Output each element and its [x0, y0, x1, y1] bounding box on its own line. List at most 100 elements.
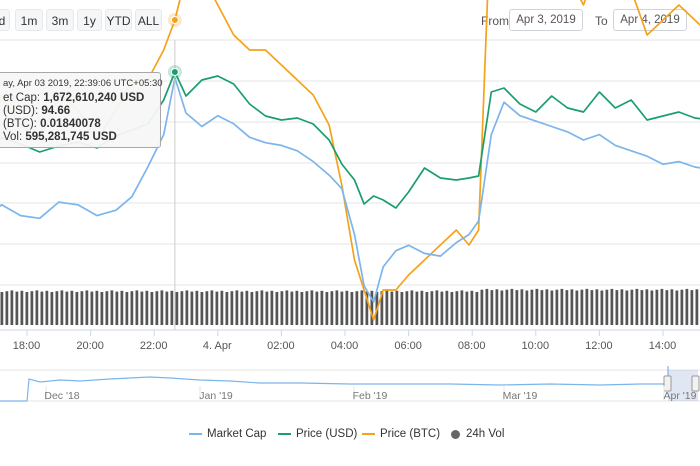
tooltip-row-price-usd: (USD): 94.66: [3, 105, 154, 118]
x-tick-label: 12:00: [585, 340, 613, 352]
volume-bar: [100, 292, 104, 325]
volume-bar: [205, 291, 209, 325]
volume-bar: [520, 289, 524, 325]
range-button-ytd[interactable]: YTD: [105, 9, 132, 31]
tooltip-row-price-btc: (BTC): 0.01840078: [3, 118, 154, 131]
range-button-1y[interactable]: 1y: [77, 9, 102, 31]
volume-bar: [240, 291, 244, 325]
volume-bar: [485, 288, 489, 325]
volume-bar: [305, 291, 309, 325]
tooltip-label: Vol:: [3, 131, 26, 143]
volume-bar: [85, 290, 89, 325]
legend-dot-icon: [451, 429, 460, 439]
volume-bar: [260, 290, 264, 325]
tooltip-row-volume: Vol: 595,281,745 USD: [3, 131, 154, 144]
volume-bar: [225, 292, 229, 325]
navigator[interactable]: Dec '18 Jan '19 Feb '19 Mar '19 Apr '19: [0, 366, 700, 402]
from-date-input[interactable]: Apr 3, 2019: [509, 9, 583, 31]
volume-bar: [60, 290, 64, 325]
tooltip-date: ay, Apr 03 2019, 22:39:06 UTC+05:30: [3, 78, 163, 89]
tooltip-value: 1,672,610,240 USD: [43, 92, 145, 104]
volume-bar: [690, 290, 694, 325]
volume-bar: [445, 290, 449, 325]
volume-bar: [530, 289, 534, 325]
volume-bar: [615, 290, 619, 325]
range-button-1m[interactable]: 1m: [15, 9, 43, 31]
highlight-marker: [170, 68, 179, 76]
volume-bar: [515, 290, 519, 325]
volume-bar: [660, 288, 664, 325]
x-tick-label: 20:00: [76, 340, 104, 352]
volume-bar: [610, 288, 614, 325]
volume-bar: [435, 290, 439, 325]
highlight-marker: [170, 16, 179, 24]
volume-bar: [115, 291, 119, 325]
volume-bar: [640, 290, 644, 325]
volume-bar: [15, 291, 19, 325]
tooltip-value: 94.66: [41, 105, 71, 117]
navigator-tick-label: Mar '19: [503, 390, 538, 402]
volume-bar: [390, 291, 394, 325]
navigator-tick-label: Dec '18: [44, 390, 79, 402]
navigator-handle-left[interactable]: [663, 375, 672, 392]
volume-bar: [625, 290, 629, 325]
x-tick-label: 4. Apr: [203, 340, 232, 352]
navigator-series-line: [0, 366, 669, 402]
volume-bar: [425, 292, 429, 325]
legend-item-24h-vol[interactable]: 24h Vol: [451, 428, 504, 440]
volume-bar: [395, 290, 399, 325]
volume-bar: [560, 288, 564, 325]
volume-bar: [220, 290, 224, 325]
x-tick-label: 04:00: [331, 340, 359, 352]
volume-bar: [210, 290, 214, 325]
volume-bar: [50, 292, 54, 325]
volume-bar: [320, 290, 324, 325]
volume-bar: [200, 292, 204, 325]
legend-item-market-cap[interactable]: Market Cap: [189, 428, 266, 440]
volume-bar: [0, 292, 4, 325]
volume-bar: [265, 291, 269, 325]
volume-bar: [55, 291, 59, 325]
legend-label: Price (BTC): [380, 428, 441, 440]
volume-bar: [450, 292, 454, 325]
x-tick-label: 18:00: [13, 340, 41, 352]
tooltip: ay, Apr 03 2019, 22:39:06 UTC+05:30 et C…: [0, 72, 163, 148]
volume-bar: [30, 291, 34, 325]
volume-bar: [10, 290, 14, 325]
crosshair: [167, 13, 182, 330]
volume-bar: [590, 290, 594, 325]
volume-bar: [460, 290, 464, 325]
volume-bar: [255, 291, 259, 325]
volume-bar: [540, 290, 544, 325]
legend-item-price-btc[interactable]: Price (BTC): [362, 428, 440, 440]
volume-bar: [430, 291, 434, 325]
volume-bar: [465, 291, 469, 325]
volume-bar: [500, 290, 504, 325]
volume-bar: [420, 290, 424, 325]
volume-bar: [110, 290, 114, 325]
volume-bar: [360, 290, 364, 325]
volume-bar: [155, 291, 159, 325]
legend-line-icon: [189, 433, 202, 435]
volume-bar: [365, 291, 369, 325]
range-button-3m[interactable]: 3m: [46, 9, 74, 31]
volume-bar: [195, 290, 199, 325]
volume-bar: [490, 290, 494, 325]
volume-bar: [580, 289, 584, 325]
volume-bar: [405, 291, 409, 325]
volume-bar: [385, 290, 389, 325]
volume-bar: [495, 289, 499, 325]
legend-item-price-usd[interactable]: Price (USD): [278, 428, 357, 440]
volume-bar: [545, 289, 549, 325]
volume-bar: [120, 290, 124, 325]
volume-bar: [335, 290, 339, 325]
volume-bar: [350, 292, 354, 325]
volume-bar: [40, 291, 44, 325]
range-button-all[interactable]: ALL: [135, 9, 162, 31]
navigator-handle-right[interactable]: [691, 375, 700, 392]
tooltip-label: et Cap:: [3, 92, 44, 104]
volume-bar: [645, 289, 649, 325]
volume-bar: [380, 291, 384, 325]
range-button-1d[interactable]: d: [0, 9, 10, 31]
